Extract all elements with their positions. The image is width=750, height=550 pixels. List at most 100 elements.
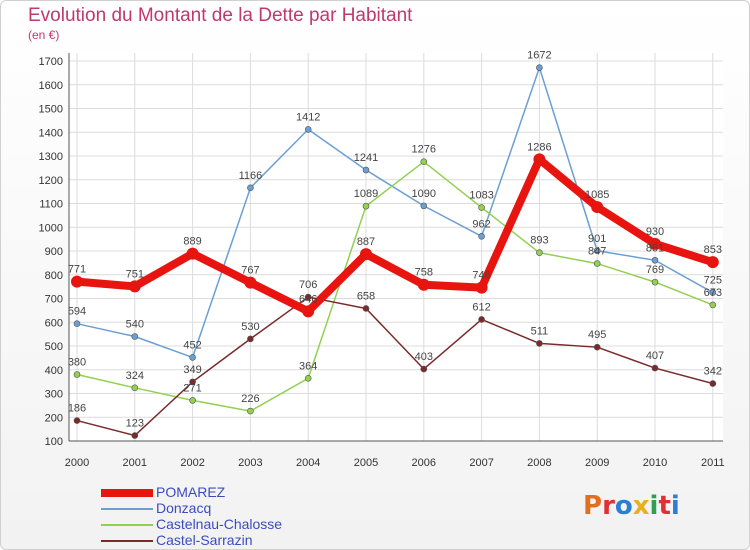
data-point-castelnau-chalosse xyxy=(536,249,543,256)
series-line-castel-sarrazin xyxy=(76,296,714,437)
data-label-donzacq: 452 xyxy=(183,339,201,351)
data-label-donzacq: 540 xyxy=(126,319,144,331)
data-point-pomarez xyxy=(591,201,604,214)
y-tick-label: 1400 xyxy=(39,127,63,139)
data-point-pomarez xyxy=(649,237,661,250)
y-tick-label: 1100 xyxy=(39,199,63,211)
data-point-pomarez xyxy=(533,153,546,166)
data-point-castelnau-chalosse xyxy=(131,384,139,392)
data-label-pomarez: 889 xyxy=(183,236,201,248)
data-point-castel-sarrazin xyxy=(651,364,659,372)
data-label-castel-sarrazin: 186 xyxy=(68,403,86,415)
plot-area xyxy=(69,53,723,441)
proxiti-logo: Proxiti xyxy=(583,491,680,521)
data-point-pomarez xyxy=(706,256,719,269)
logo-letter: P xyxy=(583,491,603,521)
data-point-castelnau-chalosse xyxy=(247,407,254,415)
data-label-donzacq: 1241 xyxy=(354,152,378,164)
data-point-castel-sarrazin xyxy=(73,417,81,424)
y-tick-label: 1000 xyxy=(39,222,63,234)
data-label-castelnau-chalosse: 1089 xyxy=(354,188,378,200)
y-tick-label: 900 xyxy=(45,246,63,258)
legend-label: POMAREZ xyxy=(156,484,226,500)
legend-swatch xyxy=(101,489,153,497)
chart-unit: (en €) xyxy=(28,28,60,42)
data-label-pomarez: 767 xyxy=(241,265,259,277)
data-label-donzacq: 594 xyxy=(68,306,86,318)
x-tick-label: 2001 xyxy=(123,457,147,469)
legend-label: Castelnau-Chalosse xyxy=(156,516,283,532)
data-point-pomarez xyxy=(475,281,488,294)
data-point-donzacq xyxy=(651,256,659,264)
data-label-castel-sarrazin: 349 xyxy=(183,364,201,376)
data-label-castel-sarrazin: 342 xyxy=(704,366,722,378)
x-tick-label: 2010 xyxy=(643,457,667,469)
data-label-pomarez: 887 xyxy=(357,236,375,248)
legend-swatch xyxy=(101,524,153,526)
series-line-castelnau-chalosse xyxy=(76,160,714,412)
y-tick-label: 500 xyxy=(45,341,63,353)
data-label-donzacq: 861 xyxy=(646,242,664,254)
x-tick-label: 2008 xyxy=(527,457,551,469)
legend-label: Donzacq xyxy=(156,500,212,516)
legend-swatch xyxy=(101,540,153,542)
logo-letter: i xyxy=(670,491,680,521)
data-label-pomarez: 1085 xyxy=(585,189,609,201)
data-point-donzacq xyxy=(362,166,370,174)
y-tick-label: 600 xyxy=(45,317,63,329)
data-label-castel-sarrazin: 658 xyxy=(357,290,375,302)
data-label-pomarez: 746 xyxy=(472,270,490,282)
legend-swatch xyxy=(101,508,153,510)
data-point-castel-sarrazin xyxy=(420,365,428,373)
data-point-donzacq xyxy=(536,64,543,71)
data-label-pomarez: 646 xyxy=(299,293,317,305)
data-point-castel-sarrazin xyxy=(362,305,370,312)
x-tick-label: 2000 xyxy=(65,457,89,469)
data-label-castel-sarrazin: 123 xyxy=(126,418,144,430)
data-label-castelnau-chalosse: 893 xyxy=(530,235,548,247)
data-point-pomarez xyxy=(71,275,83,288)
data-point-castel-sarrazin xyxy=(247,335,254,343)
y-tick-label: 1600 xyxy=(39,80,63,92)
data-point-donzacq xyxy=(709,289,717,296)
data-point-castel-sarrazin xyxy=(131,432,139,439)
chart-title: Evolution du Montant de la Dette par Hab… xyxy=(28,5,413,26)
data-label-castelnau-chalosse: 1083 xyxy=(469,190,493,202)
data-label-donzacq: 1090 xyxy=(412,188,436,200)
data-point-castelnau-chalosse xyxy=(362,202,370,210)
data-point-donzacq xyxy=(73,320,81,327)
data-point-castelnau-chalosse xyxy=(478,204,485,211)
logo-letter: x xyxy=(632,491,650,521)
data-label-castelnau-chalosse: 324 xyxy=(126,370,144,382)
data-point-castelnau-chalosse xyxy=(420,158,428,165)
data-label-pomarez: 771 xyxy=(68,264,86,276)
data-point-castel-sarrazin xyxy=(189,378,196,386)
x-tick-label: 2011 xyxy=(701,457,725,469)
data-point-donzacq xyxy=(131,333,139,340)
x-tick-label: 2007 xyxy=(469,457,493,469)
logo-letter: i xyxy=(649,491,659,521)
data-label-castel-sarrazin: 511 xyxy=(531,325,549,337)
data-point-castelnau-chalosse xyxy=(189,397,196,404)
data-point-castelnau-chalosse xyxy=(651,278,659,286)
data-label-donzacq: 725 xyxy=(704,275,722,287)
data-label-donzacq: 901 xyxy=(588,233,606,245)
data-point-donzacq xyxy=(189,354,196,361)
data-label-pomarez: 751 xyxy=(126,268,144,280)
data-label-castel-sarrazin: 403 xyxy=(415,351,433,363)
data-label-castel-sarrazin: 706 xyxy=(299,279,317,291)
y-tick-label: 200 xyxy=(45,412,63,424)
data-point-donzacq xyxy=(478,232,485,240)
y-tick-label: 800 xyxy=(45,270,63,282)
x-tick-label: 2004 xyxy=(296,457,320,469)
data-point-pomarez xyxy=(128,280,141,293)
data-label-donzacq: 1166 xyxy=(239,170,263,182)
data-point-castelnau-chalosse xyxy=(304,374,312,382)
data-point-castel-sarrazin xyxy=(593,343,601,351)
data-label-castelnau-chalosse: 769 xyxy=(646,264,664,276)
data-point-donzacq xyxy=(304,126,312,133)
y-tick-label: 400 xyxy=(45,365,63,377)
data-label-pomarez: 758 xyxy=(415,267,433,279)
data-label-pomarez: 1286 xyxy=(527,141,551,153)
